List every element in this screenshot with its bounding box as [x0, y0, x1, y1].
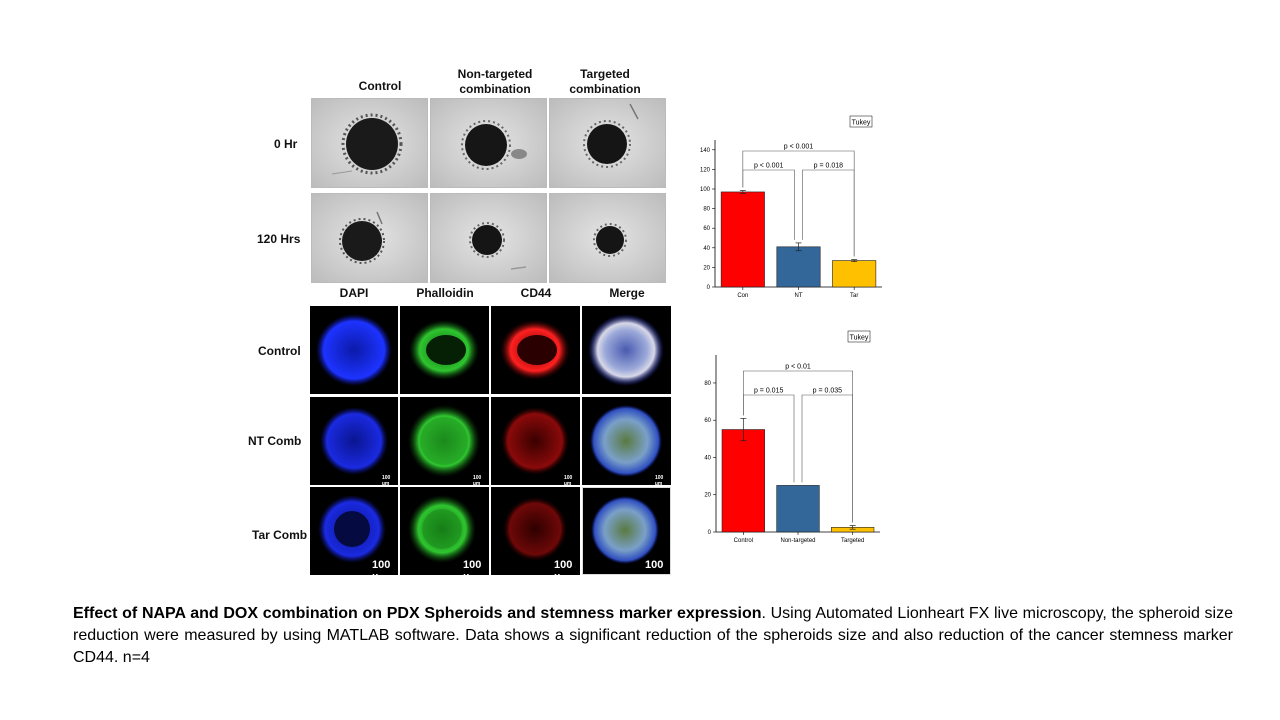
y-tick-label: 120	[700, 167, 711, 173]
y-tick-label: 100	[700, 187, 711, 193]
bar-chart-cd44-expression: 0 20 40 60 80 Control Non-targeted Targeted Tuke…	[704, 330, 880, 544]
brightfield-image-targeted-120hrs	[549, 193, 666, 283]
significance-bracket	[802, 169, 855, 257]
significance-label: p < 0.001	[784, 144, 813, 151]
bar	[776, 485, 820, 533]
bar-chart-spheroid-size: 0 20 40 60 80 100 120 140 Con NT Tar Tukey p < 0.001…	[700, 115, 882, 299]
scale-bar-label: 100 µm	[655, 475, 664, 485]
fl-header-cd44: CD44	[520, 286, 552, 300]
caption-title: Effect of NAPA and DOX combination on PD…	[73, 605, 762, 622]
y-tick-label: 40	[703, 246, 710, 252]
fluorescence-cd44-control	[491, 306, 580, 394]
bar	[721, 429, 765, 533]
fluorescence-dapi-control	[310, 306, 398, 394]
significance-label: p = 0.015	[754, 388, 783, 395]
fl-row-label-control: Control	[258, 344, 301, 358]
fluorescence-phalloidin-nt: 100 µm	[400, 397, 489, 485]
bf-row-label-0hr: 0 Hr	[274, 137, 298, 151]
caption-body: . Using Automated Lionheart FX live micr…	[73, 605, 1233, 666]
fl-header-dapi: DAPI	[339, 286, 369, 300]
y-tick-label: 40	[704, 455, 711, 461]
y-tick-label: 0	[707, 285, 711, 291]
bf-header-nontargeted: Non-targeted combination	[457, 67, 533, 96]
brightfield-image-nontargeted-0hr	[430, 98, 547, 188]
y-tick-label: 60	[704, 418, 711, 424]
significance-bracket	[743, 394, 795, 483]
significance-label: p < 0.01	[785, 364, 811, 371]
x-tick-label: Targeted	[841, 538, 864, 544]
y-tick-label: 80	[704, 381, 711, 387]
fluorescence-cd44-tar: 100 µ	[491, 487, 580, 575]
legend-box	[849, 115, 873, 128]
fluorescence-dapi-tar: 100 µ	[310, 487, 398, 575]
significance-label: p = 0.035	[813, 388, 842, 395]
x-tick-label: NT	[795, 293, 803, 299]
legend-label: Tukey	[852, 120, 871, 127]
fl-header-merge: Merge	[609, 286, 645, 300]
legend-label: Tukey	[850, 335, 869, 342]
significance-label: p = 0.018	[814, 163, 843, 170]
significance-bracket	[801, 394, 853, 523]
fluorescence-phalloidin-control	[400, 306, 489, 394]
y-tick-label: 140	[700, 148, 711, 154]
x-tick-label: Control	[734, 538, 753, 544]
fl-header-phalloidin: Phalloidin	[416, 286, 474, 300]
scale-bar-label: 100 µ	[463, 559, 482, 575]
significance-label: p < 0.001	[754, 163, 783, 170]
legend-box	[847, 330, 871, 343]
bar	[832, 260, 877, 288]
figure-caption: Effect of NAPA and DOX combination on PD…	[73, 603, 1233, 669]
bf-header-targeted: Targeted combination	[569, 67, 641, 96]
fluorescence-merge-tar: 100 µ	[582, 487, 671, 575]
scale-bar-label: 100 µm	[564, 475, 573, 485]
brightfield-image-control-120hrs	[311, 193, 428, 283]
legend: Tukey	[849, 115, 873, 128]
legend: Tukey	[847, 330, 871, 343]
fluorescence-cd44-nt: 100 µm	[491, 397, 580, 485]
brightfield-image-targeted-0hr	[549, 98, 666, 188]
fluorescence-merge-nt: 100 µm	[582, 397, 671, 485]
scale-bar-label: 100 µ	[554, 559, 573, 575]
y-tick-label: 60	[703, 226, 710, 232]
x-tick-label: Tar	[850, 293, 858, 299]
fl-row-label-nt-comb: NT Comb	[248, 434, 302, 448]
y-tick-label: 0	[708, 530, 712, 536]
significance-bracket	[742, 169, 795, 240]
bar	[720, 191, 765, 288]
scale-bar-label: 100 µ	[645, 559, 664, 574]
fl-row-label-tar-comb: Tar Comb	[252, 528, 308, 542]
fluorescence-merge-control	[582, 306, 671, 394]
fluorescence-dapi-nt: 100 µm	[310, 397, 398, 485]
brightfield-image-nontargeted-120hrs	[430, 193, 547, 283]
scale-bar-label: 100 µm	[382, 475, 391, 485]
y-tick-label: 80	[703, 207, 710, 213]
y-tick-label: 20	[704, 493, 711, 499]
y-tick-label: 20	[703, 265, 710, 271]
bf-header-control: Control	[358, 79, 402, 93]
x-tick-label: Non-targeted	[780, 538, 815, 544]
x-tick-label: Con	[737, 293, 748, 299]
bar	[776, 246, 821, 288]
bf-row-label-120hrs: 120 Hrs	[257, 232, 301, 246]
scale-bar-label: 100 µ	[372, 559, 391, 575]
fluorescence-phalloidin-tar: 100 µ	[400, 487, 489, 575]
brightfield-image-control-0hr	[311, 98, 428, 188]
scale-bar-label: 100 µm	[473, 475, 482, 485]
